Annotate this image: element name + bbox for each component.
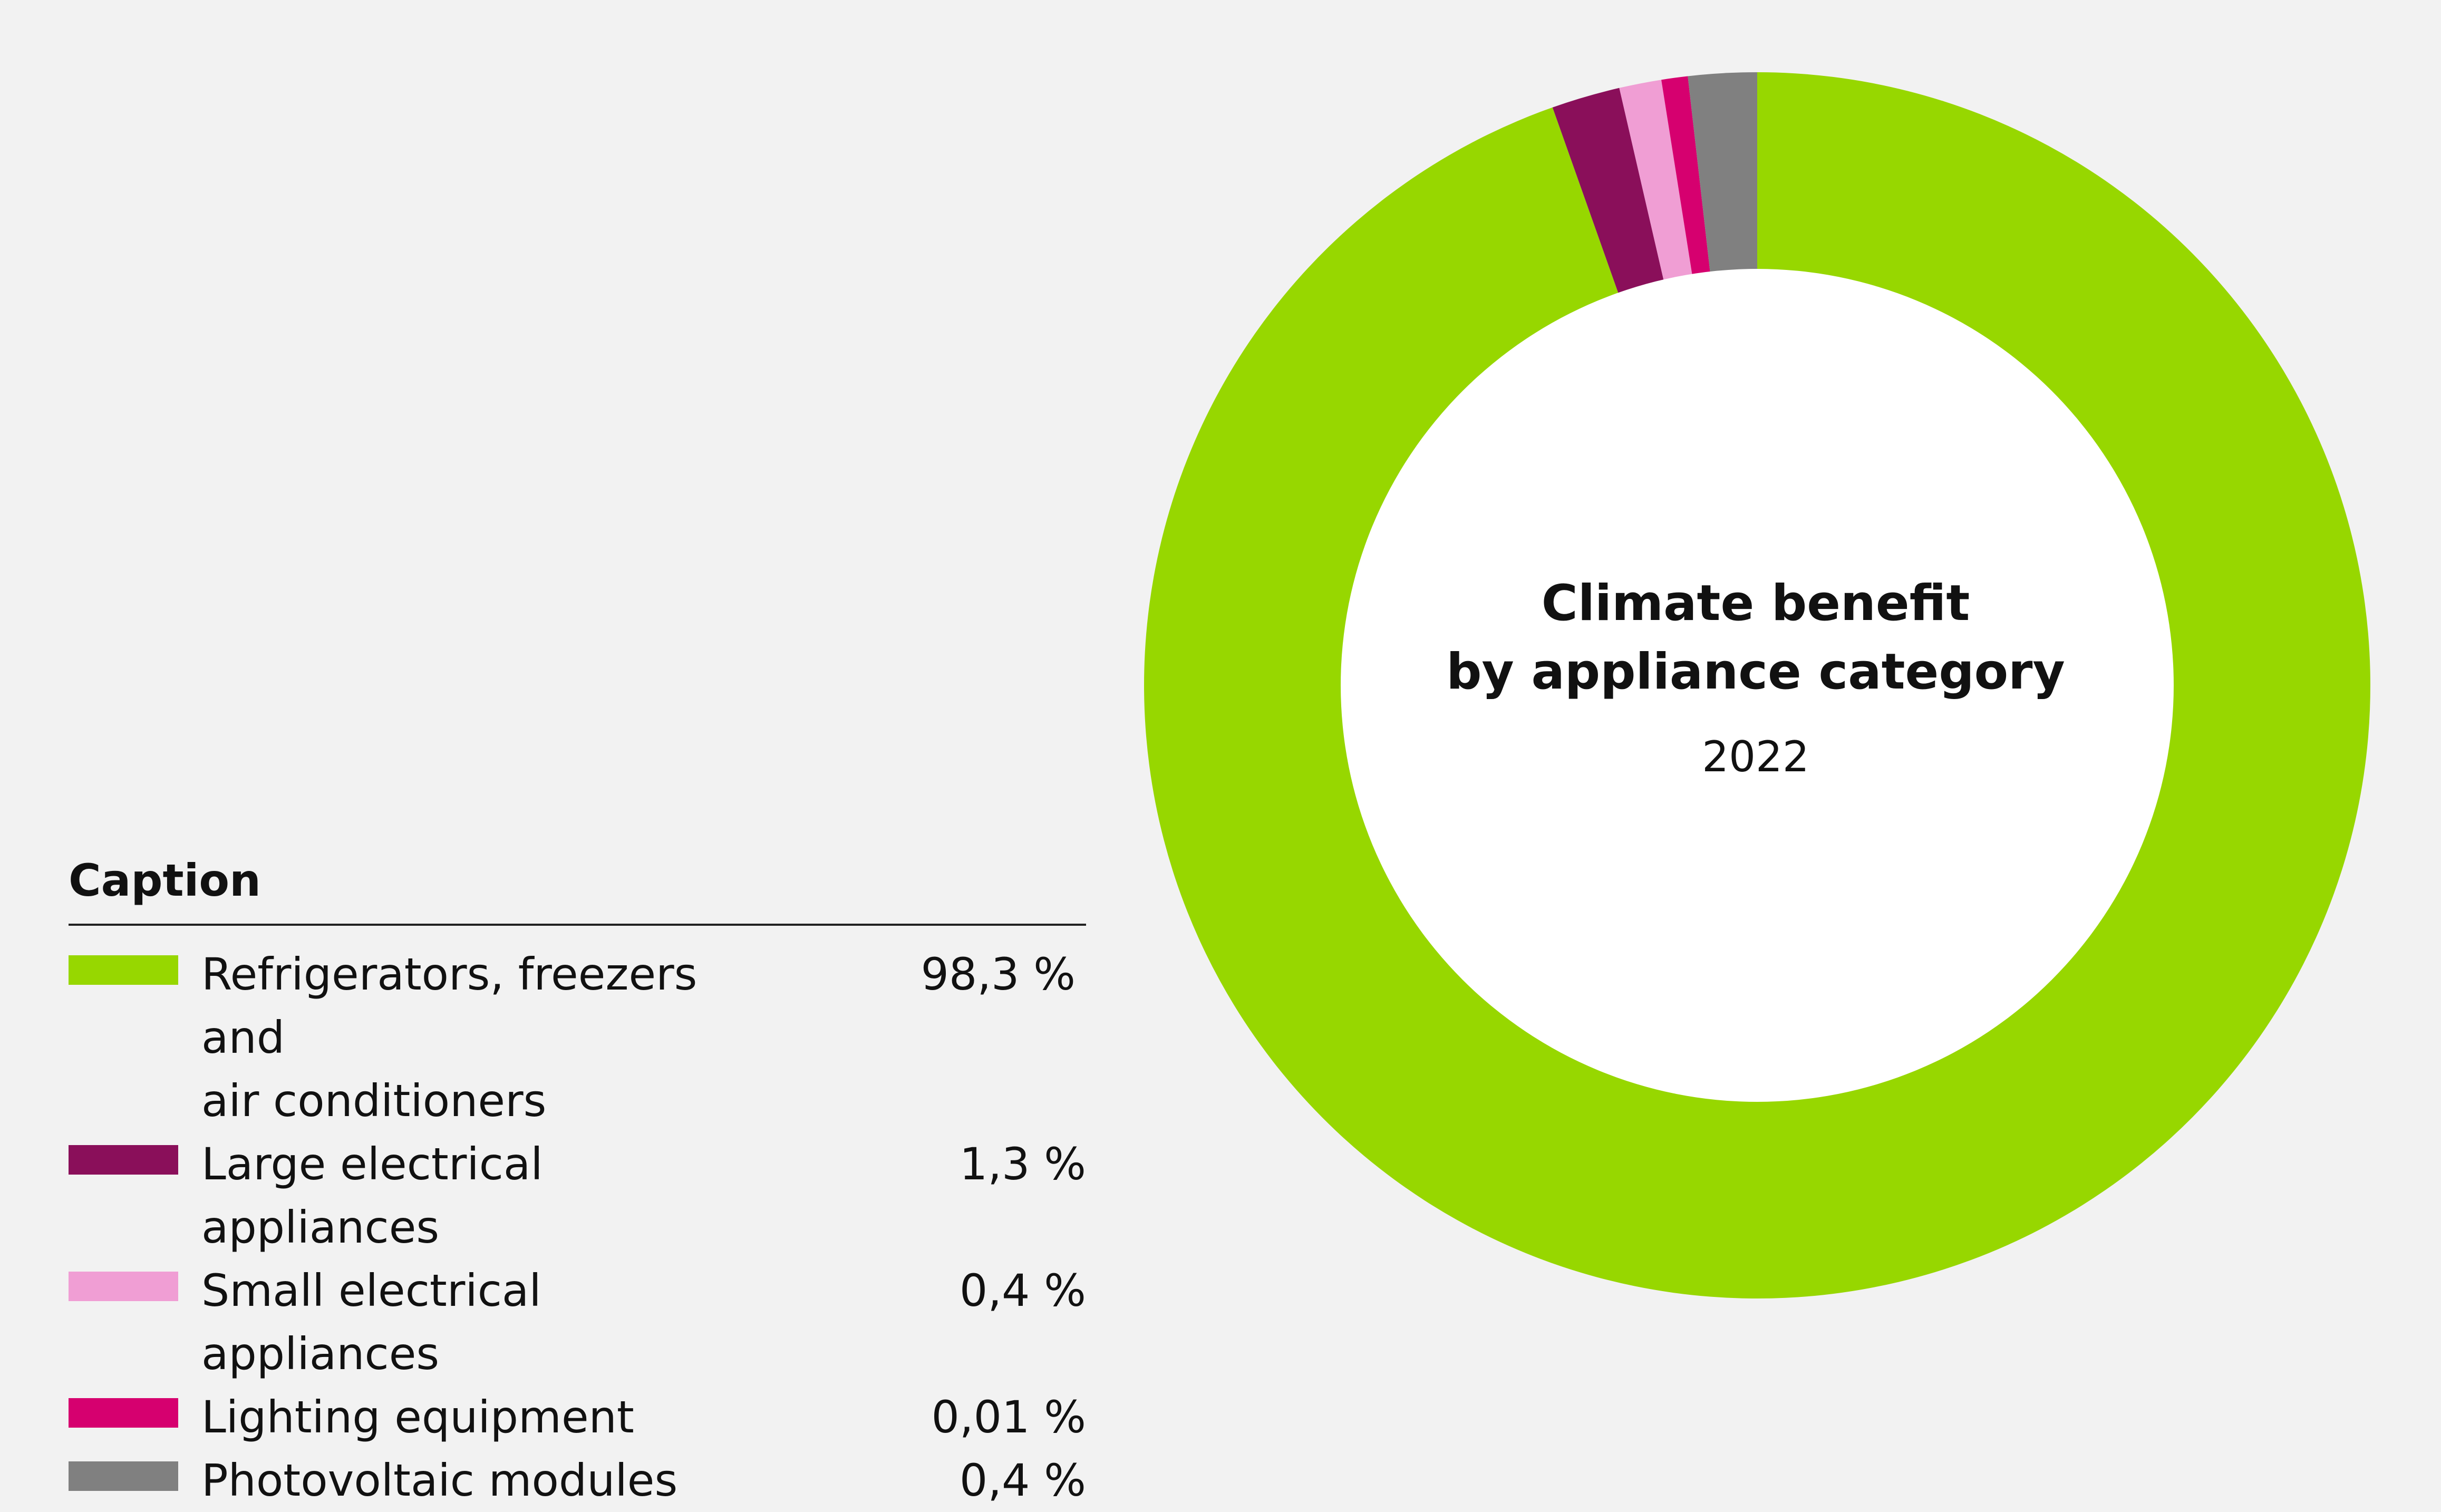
legend-item-refrigerators: Refrigerators, freezers and air conditio… — [69, 943, 1086, 1132]
donut-hole — [1341, 269, 2174, 1102]
legend-label-refrigerators: Refrigerators, freezers and air conditio… — [201, 943, 792, 1132]
legend-swatch-refrigerators — [69, 955, 178, 985]
legend-swatch-photovoltaic — [69, 1461, 178, 1491]
legend-label-small-electrical: Small electrical appliances — [201, 1265, 541, 1380]
chart-title-line-2: by appliance category — [1446, 643, 2065, 701]
legend-value-lighting: 0,01 % — [931, 1391, 1086, 1443]
donut-chart — [1144, 72, 2371, 1298]
legend-item-photovoltaic: Photovoltaic modules 0,4 % — [69, 1449, 1086, 1512]
legend-label-refrigerators-line-2: air conditioners — [201, 1075, 547, 1127]
legend-value-small-electrical: 0,4 % — [959, 1265, 1086, 1316]
legend-item-lighting: Lighting equipment 0,01 % — [69, 1385, 1086, 1449]
legend-item-large-electrical: Large electrical appliances 1,3 % — [69, 1132, 1086, 1259]
legend-label-large-electrical: Large electrical appliances — [201, 1138, 543, 1253]
legend-swatch-lighting — [69, 1398, 178, 1428]
legend-value-refrigerators: 98,3 % — [921, 948, 1076, 1000]
legend-divider — [69, 924, 1086, 926]
legend-label-refrigerators-line-1: Refrigerators, freezers and — [201, 948, 698, 1063]
legend-title: Caption — [69, 855, 261, 906]
legend-value-photovoltaic: 0,4 % — [959, 1455, 1086, 1506]
legend-swatch-small-electrical — [69, 1272, 178, 1301]
legend-swatch-large-electrical — [69, 1145, 178, 1175]
legend-label-lighting: Lighting equipment — [201, 1391, 634, 1443]
legend-item-small-electrical: Small electrical appliances 0,4 % — [69, 1259, 1086, 1385]
chart-title-line-1: Climate benefit — [1541, 575, 1970, 632]
legend-label-photovoltaic: Photovoltaic modules — [201, 1455, 678, 1506]
chart-subtitle-year: 2022 — [1702, 732, 1809, 781]
legend: Caption Refrigerators, freezers and air … — [69, 849, 1086, 1512]
chart-title: Climate benefit by appliance category — [1329, 569, 2183, 706]
legend-value-large-electrical: 1,3 % — [959, 1138, 1086, 1190]
